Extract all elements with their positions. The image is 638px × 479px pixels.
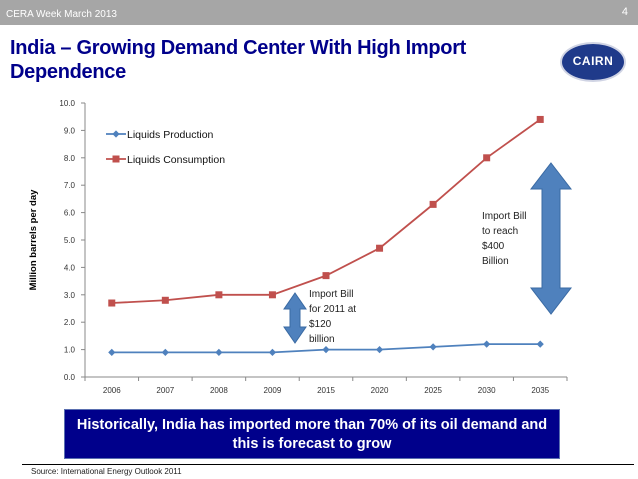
legend-marker-square <box>112 155 120 163</box>
event-label: CERA Week March 2013 <box>6 9 117 20</box>
cairn-logo: CAIRN <box>560 42 630 82</box>
y-axis-title: Million barrels per day <box>28 189 39 291</box>
y-tick-label: 0.0 <box>64 373 76 382</box>
consumption-point <box>161 296 169 304</box>
x-tick-label: 2008 <box>210 386 228 395</box>
production-point <box>215 348 223 356</box>
y-tick-label: 9.0 <box>64 126 76 135</box>
logo-text: CAIRN <box>572 54 614 68</box>
consumption-point <box>215 291 223 299</box>
y-tick-label: 8.0 <box>64 154 76 163</box>
y-tick-label: 6.0 <box>64 209 76 218</box>
legend-label: Liquids Consumption <box>127 154 225 166</box>
y-tick-label: 7.0 <box>64 181 76 190</box>
annotation-2011-line: $120 <box>309 319 332 330</box>
x-tick-label: 2035 <box>531 386 549 395</box>
annotation-2035-line: to reach <box>482 226 518 237</box>
production-point <box>429 343 437 351</box>
x-tick-label: 2006 <box>103 386 121 395</box>
x-tick-label: 2007 <box>156 386 174 395</box>
page-number: 4 <box>621 6 628 18</box>
annotation-2035-line: Billion <box>482 256 509 267</box>
import-bill-2011-arrow <box>283 292 307 344</box>
x-tick-label: 2025 <box>424 386 442 395</box>
x-tick-label: 2015 <box>317 386 335 395</box>
y-tick-label: 3.0 <box>64 291 76 300</box>
x-tick-label: 2030 <box>478 386 496 395</box>
annotation-2035-line: $400 <box>482 241 505 252</box>
slide-title: India – Growing Demand Center With High … <box>10 37 467 83</box>
annotation-2035-line: Import Bill <box>482 211 526 222</box>
y-tick-label: 5.0 <box>64 236 76 245</box>
consumption-point <box>108 299 116 307</box>
line-chart: 0.0 1.0 2.0 3.0 4.0 5.0 6.0 7.0 8.0 9.0 10.0 2006 20… <box>28 99 573 395</box>
source-note: Source: International Energy Outlook 201… <box>31 467 182 476</box>
production-point <box>322 346 330 354</box>
consumption-point <box>483 154 491 162</box>
production-point <box>536 340 544 348</box>
consumption-point <box>536 115 544 123</box>
production-point <box>375 346 384 354</box>
y-tick-label: 1.0 <box>64 346 76 355</box>
y-tick-label: 2.0 <box>64 318 76 327</box>
callout-box: Historically, India has imported more th… <box>64 409 560 459</box>
production-point <box>268 348 277 356</box>
y-tick-label: 4.0 <box>64 263 76 272</box>
production-point <box>161 348 169 356</box>
x-tick-label: 2009 <box>264 386 282 395</box>
consumption-point <box>376 244 384 252</box>
legend-marker-diamond <box>112 130 120 138</box>
x-tick-label: 2020 <box>371 386 389 395</box>
header-bar: CERA Week March 2013 4 <box>0 0 638 25</box>
annotation-2011-line: for 2011 at <box>309 304 356 315</box>
consumption-point <box>268 291 276 299</box>
production-point <box>483 340 491 348</box>
annotation-2011-line: billion <box>309 334 335 345</box>
y-tick-label: 10.0 <box>59 99 75 108</box>
consumption-point <box>322 272 330 280</box>
production-point <box>108 348 116 356</box>
annotation-2011-line: Import Bill <box>309 289 353 300</box>
logo-oval <box>560 42 626 82</box>
import-bill-2035-arrow <box>529 162 573 315</box>
legend-label: Liquids Production <box>127 129 214 141</box>
consumption-point <box>429 200 437 208</box>
divider <box>22 464 634 465</box>
